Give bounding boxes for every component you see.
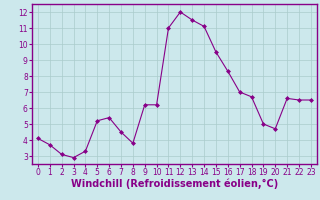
X-axis label: Windchill (Refroidissement éolien,°C): Windchill (Refroidissement éolien,°C) [71, 179, 278, 189]
